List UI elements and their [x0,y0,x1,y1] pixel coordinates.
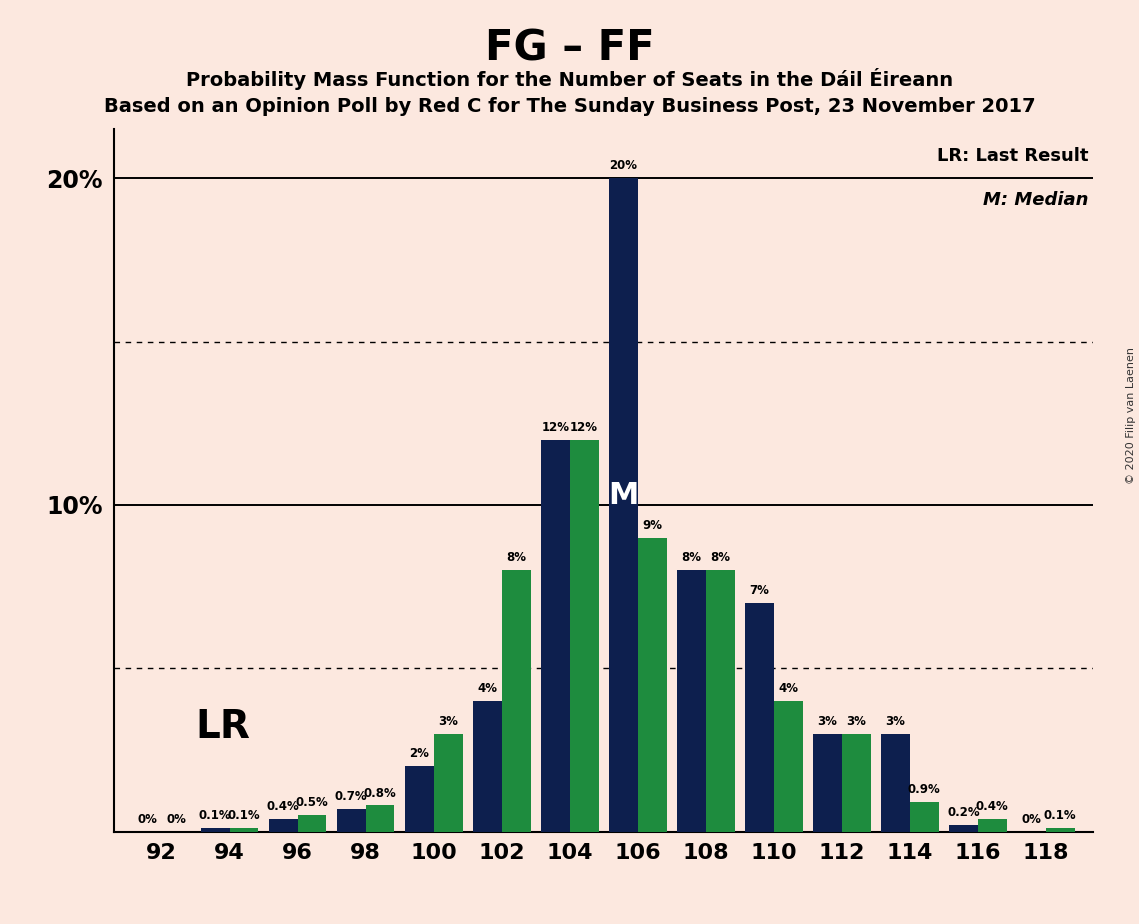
Text: 12%: 12% [571,420,598,433]
Bar [842,734,870,832]
Bar [880,734,910,832]
Text: 3%: 3% [885,715,906,728]
Bar [473,701,501,832]
Bar [813,734,842,832]
Bar [638,538,666,832]
Bar [269,819,297,832]
Text: 2%: 2% [409,748,429,760]
Text: © 2020 Filip van Laenen: © 2020 Filip van Laenen [1126,347,1136,484]
Text: LR: LR [196,708,251,746]
Bar [297,815,327,832]
Bar [434,734,462,832]
Text: 0%: 0% [166,813,186,826]
Text: 0.9%: 0.9% [908,784,941,796]
Text: 0.8%: 0.8% [363,786,396,799]
Text: Probability Mass Function for the Number of Seats in the Dáil Éireann: Probability Mass Function for the Number… [186,68,953,91]
Text: M: Median: M: Median [983,191,1089,209]
Text: 0.7%: 0.7% [335,790,368,803]
Text: 0.1%: 0.1% [199,809,231,822]
Text: 8%: 8% [681,552,702,565]
Bar [404,766,434,832]
Bar [706,570,735,832]
Bar [570,440,599,832]
Text: 7%: 7% [749,584,769,597]
Text: 8%: 8% [710,552,730,565]
Bar [773,701,803,832]
Bar [366,806,394,832]
Bar [1046,828,1075,832]
Bar [677,570,706,832]
Bar [501,570,531,832]
Text: LR: Last Result: LR: Last Result [937,147,1089,164]
Bar [230,828,259,832]
Text: M: M [608,480,639,510]
Text: 20%: 20% [609,160,637,173]
Text: 4%: 4% [477,682,498,695]
Text: 0.1%: 0.1% [228,809,261,822]
Text: 0.1%: 0.1% [1044,809,1076,822]
Text: 4%: 4% [778,682,798,695]
Bar [608,178,638,832]
Text: 0.5%: 0.5% [296,796,328,809]
Text: 0%: 0% [1022,813,1041,826]
Text: FG – FF: FG – FF [485,28,654,69]
Text: Based on an Opinion Poll by Red C for The Sunday Business Post, 23 November 2017: Based on an Opinion Poll by Red C for Th… [104,97,1035,116]
Text: 8%: 8% [506,552,526,565]
Text: 0%: 0% [137,813,157,826]
Text: 3%: 3% [439,715,458,728]
Text: 0.4%: 0.4% [976,799,1009,812]
Bar [337,808,366,832]
Bar [541,440,570,832]
Bar [910,802,939,832]
Bar [200,828,230,832]
Bar [977,819,1007,832]
Text: 0.4%: 0.4% [267,799,300,812]
Bar [745,603,773,832]
Text: 0.2%: 0.2% [947,806,980,820]
Text: 9%: 9% [642,518,662,531]
Text: 12%: 12% [541,420,570,433]
Text: 3%: 3% [846,715,866,728]
Bar [949,825,977,832]
Text: 3%: 3% [818,715,837,728]
